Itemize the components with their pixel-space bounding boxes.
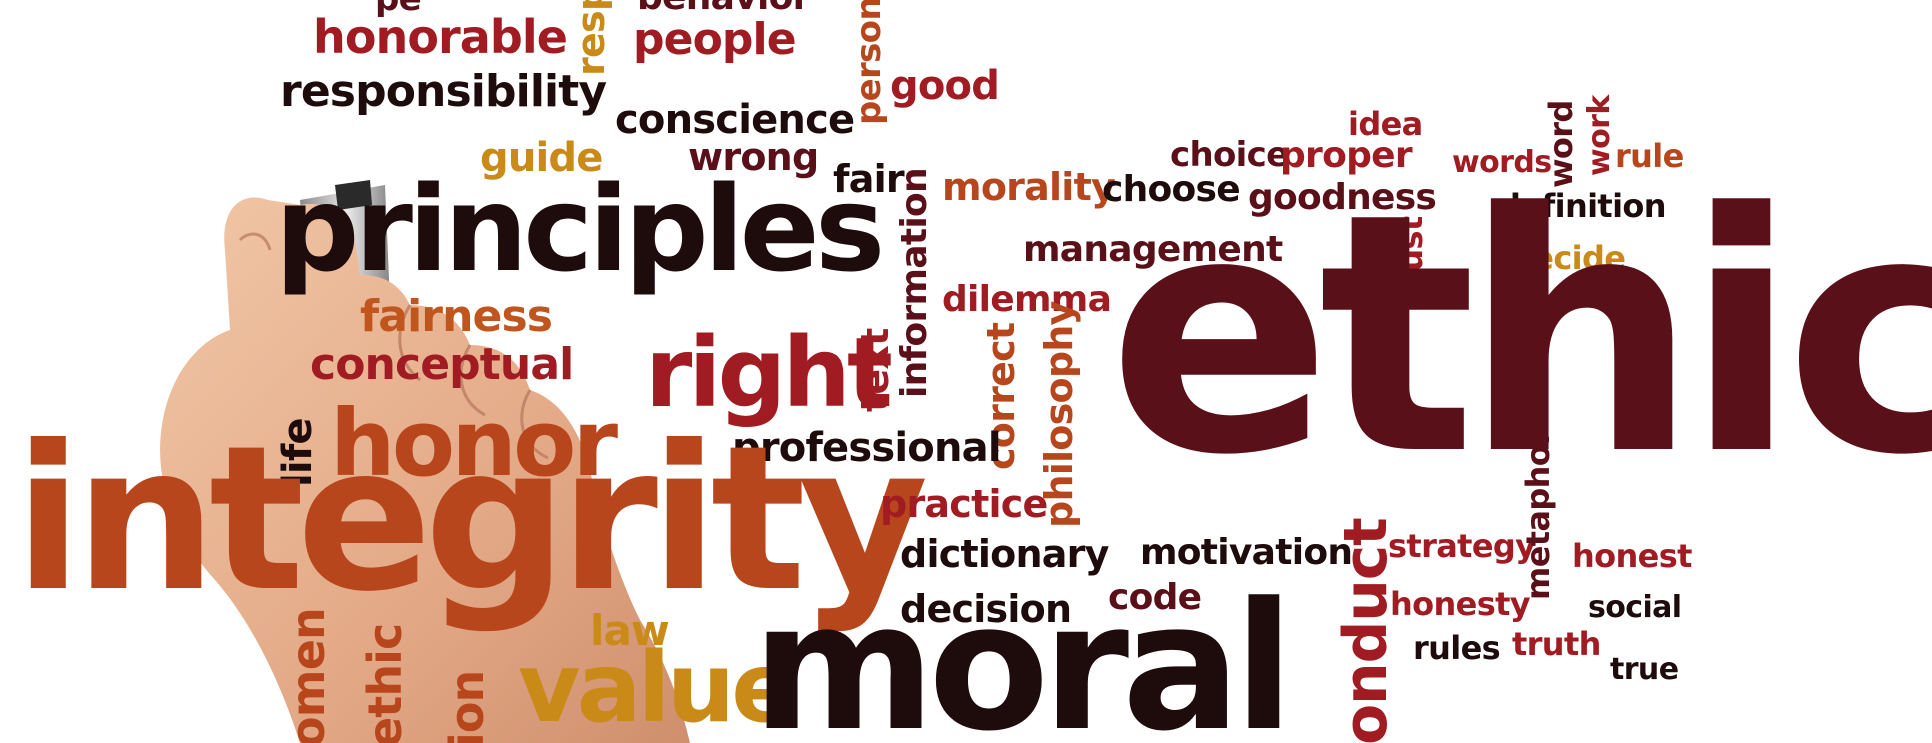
word-motivation: motivation — [1140, 532, 1353, 573]
word-good: good — [890, 63, 1000, 109]
word-idea: idea — [1348, 105, 1423, 143]
word-code: code — [1108, 577, 1202, 618]
word-honesty: honesty — [1390, 585, 1531, 623]
hand — [160, 197, 690, 743]
word-rule: rule — [1615, 137, 1684, 175]
word-information: information — [894, 168, 935, 398]
word-honor: honor — [330, 390, 618, 497]
word-rules: rules — [1413, 629, 1501, 667]
word-strategy: strategy — [1388, 527, 1536, 565]
word-words: words — [1452, 145, 1552, 180]
word-right: right — [645, 317, 893, 429]
word-decision: decision — [900, 587, 1072, 631]
word-people: people — [633, 14, 797, 65]
word-ethics: ethics — [1108, 143, 1932, 527]
word-goodness: goodness — [1248, 177, 1437, 218]
word-choose: choose — [1102, 169, 1241, 210]
word-decide: decide — [1510, 239, 1626, 277]
word-definition: definition — [1498, 187, 1667, 225]
word-fair: fair — [833, 157, 905, 201]
word-principles: principles — [275, 160, 885, 298]
word-text: text — [853, 328, 897, 412]
word-wrong: wrong — [688, 135, 819, 179]
word-conceptual: conceptual — [310, 339, 574, 390]
word-dictionary: dictionary — [900, 532, 1109, 576]
word-true: true — [1610, 652, 1679, 687]
word-person: person — [849, 0, 889, 125]
word-ethic: ethic — [358, 623, 412, 743]
word-management: management — [1023, 229, 1283, 270]
word-value: value — [518, 632, 796, 743]
word-guide: guide — [480, 135, 603, 181]
word-integrity: integrity — [14, 403, 929, 636]
word-behavior: behavior — [637, 0, 810, 16]
word-practice: practice — [880, 482, 1048, 526]
word-law: law — [590, 606, 670, 655]
word-ion: ion — [440, 670, 494, 743]
word-conduct: onduct — [1331, 518, 1401, 743]
word-fairness: fairness — [360, 291, 553, 342]
word-conscience: conscience — [615, 97, 855, 143]
word-metaphor: metaphor — [1519, 429, 1557, 600]
word-choice: choice — [1170, 135, 1289, 175]
word-social: social — [1588, 590, 1682, 625]
word-responsibility: responsibility — [280, 66, 607, 117]
word-truth: truth — [1512, 625, 1601, 663]
word-omen: omen — [281, 608, 335, 743]
word-honorable: honorable — [313, 10, 568, 64]
word-honest: honest — [1572, 537, 1692, 575]
word-pe: pe — [375, 0, 422, 16]
word-moral: moral — [752, 565, 1294, 743]
word-dilemma: dilemma — [942, 279, 1112, 320]
word-resp: resp — [569, 0, 613, 76]
word-proper: proper — [1280, 135, 1413, 176]
word-morality: morality — [942, 165, 1116, 209]
word-professional: professional — [732, 425, 1002, 471]
